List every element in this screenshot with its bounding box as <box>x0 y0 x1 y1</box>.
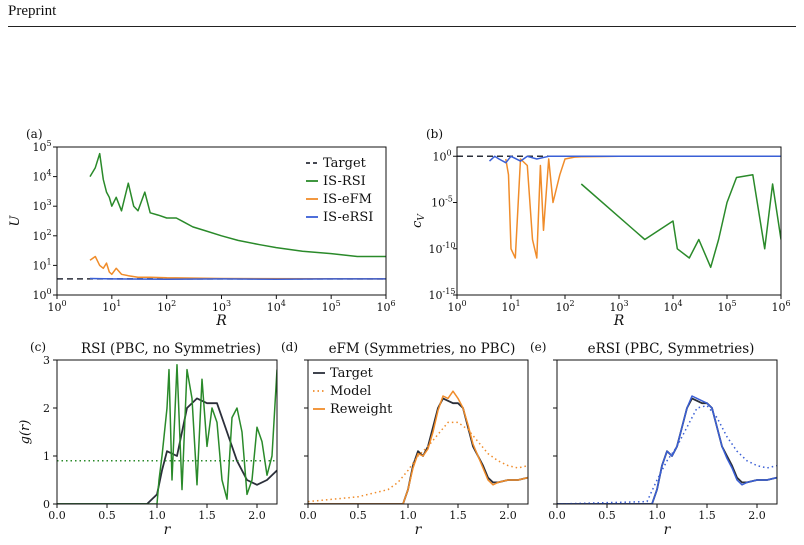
plot-area <box>57 152 386 281</box>
panel-b: 100 101 102 103 104 105 106 100 10-5 10-10 10-15 Rc… <box>410 127 791 329</box>
y-tick-label: 103 <box>32 198 51 213</box>
y-axis-label: cV <box>410 213 427 228</box>
series-reweight <box>57 364 277 504</box>
plot-area <box>308 390 528 504</box>
series-target <box>308 397 528 504</box>
x-tick-label: 0.0 <box>299 509 317 522</box>
x-tick-label: 104 <box>663 299 682 314</box>
plot-area <box>457 155 781 269</box>
panel-a: 100 101 102 103 104 105 106 100 101 102 103 104 105 R… <box>8 127 396 329</box>
panel-e: 0.0 0.5 1.0 1.5 2.0 r (e) eRSI (PBC, Symmetries… <box>530 340 778 538</box>
y-tick-label: 101 <box>32 257 51 272</box>
y-tick-label: 1 <box>43 450 50 463</box>
x-axis-label: r <box>164 522 172 538</box>
panel-title: RSI (PBC, no Symmetries) <box>81 341 261 357</box>
panel-tag: (e) <box>530 340 546 354</box>
x-tick-label: 1.5 <box>449 509 467 522</box>
x-tick-label: 2.0 <box>499 509 517 522</box>
x-tick-label: 0.5 <box>98 509 116 522</box>
x-axis-label: R <box>215 313 227 329</box>
series-reweight <box>308 390 528 504</box>
x-axis-label: r <box>415 522 423 538</box>
x-tick-label: 0.0 <box>48 509 66 522</box>
y-tick-label: 100 <box>32 287 51 302</box>
x-tick-label: 0.5 <box>598 509 616 522</box>
header-rule <box>8 26 796 27</box>
x-tick-label: 101 <box>501 299 520 314</box>
plot-area <box>57 364 277 504</box>
legend-label: Target <box>330 366 374 381</box>
panel-tag: (b) <box>426 127 443 141</box>
panel-d: 0.0 0.5 1.0 1.5 2.0 r (d) eFM (Symmetries, no P… <box>281 340 529 538</box>
x-axis-label: R <box>613 313 625 329</box>
axes-frame <box>456 146 782 296</box>
series-reweight <box>557 395 777 504</box>
y-tick-label: 10-15 <box>429 287 456 302</box>
x-tick-label: 2.0 <box>748 509 766 522</box>
x-tick-label: 106 <box>376 299 395 314</box>
x-tick-label: 1.5 <box>198 509 216 522</box>
x-tick-label: 105 <box>717 299 736 314</box>
y-tick-label: 10-5 <box>431 195 453 210</box>
x-tick-label: 105 <box>322 299 341 314</box>
legend-label: Target <box>323 156 367 171</box>
panel-tag: (a) <box>26 127 43 141</box>
x-tick-label: 103 <box>609 299 628 314</box>
panel-tag: (d) <box>281 340 298 354</box>
series-is-efm <box>89 255 386 280</box>
y-tick-label: 104 <box>32 169 51 184</box>
legend: Target Model Reweight <box>313 366 393 417</box>
x-tick-label: 2.0 <box>248 509 266 522</box>
y-axis-label: U <box>8 214 23 226</box>
series-is-ersi <box>89 277 386 281</box>
x-tick-label: 102 <box>157 299 176 314</box>
axes-frame <box>556 359 778 505</box>
y-tick-label: 0 <box>43 498 50 511</box>
x-tick-label: 1.5 <box>698 509 716 522</box>
x-tick-label: 102 <box>555 299 574 314</box>
y-tick-label: 100 <box>432 148 451 163</box>
x-tick-label: 1.0 <box>648 509 666 522</box>
legend-label: Model <box>330 384 371 399</box>
panel-title: eRSI (PBC, Symmetries) <box>588 341 755 357</box>
y-tick-label: 10-10 <box>429 241 456 256</box>
x-tick-label: 100 <box>47 299 66 314</box>
axes-frame <box>307 359 529 505</box>
x-tick-label: 0.5 <box>349 509 367 522</box>
page-header: Preprint <box>8 3 57 19</box>
x-tick-label: 106 <box>771 299 790 314</box>
legend-label: IS-eFM <box>323 192 372 207</box>
x-tick-label: 1.0 <box>148 509 166 522</box>
x-tick-label: 103 <box>212 299 231 314</box>
x-axis-label: r <box>664 522 672 538</box>
x-tick-label: 1.0 <box>399 509 417 522</box>
series-model <box>308 421 528 503</box>
series-is-ersi <box>488 155 781 164</box>
x-tick-label: 104 <box>267 299 286 314</box>
legend-label: Reweight <box>330 402 393 417</box>
y-tick-label: 3 <box>43 354 50 367</box>
panel-c: 0.0 0.5 1.0 1.5 2.0 0 1 2 3 r g(r) (c) RSI (PBC, no … <box>18 340 278 538</box>
series-is-rsi <box>89 152 386 258</box>
y-tick-label: 105 <box>32 139 51 154</box>
x-tick-label: 0.0 <box>548 509 566 522</box>
series-model <box>557 404 777 504</box>
x-tick-label: 101 <box>102 299 121 314</box>
series-is-rsi <box>580 174 781 269</box>
plot-area <box>557 395 777 504</box>
panel-tag: (c) <box>30 340 46 354</box>
y-tick-label: 102 <box>32 228 51 243</box>
y-tick-label: 2 <box>43 402 50 415</box>
legend-label: IS-eRSI <box>323 210 373 225</box>
legend-label: IS-RSI <box>323 174 366 189</box>
x-tick-label: 100 <box>447 299 466 314</box>
panel-title: eFM (Symmetries, no PBC) <box>329 341 516 357</box>
y-axis-label: g(r) <box>18 420 33 445</box>
axes-frame <box>56 359 278 505</box>
series-is-efm <box>505 155 781 259</box>
legend: Target IS-RSI IS-eFM IS-eRSI <box>306 156 373 225</box>
